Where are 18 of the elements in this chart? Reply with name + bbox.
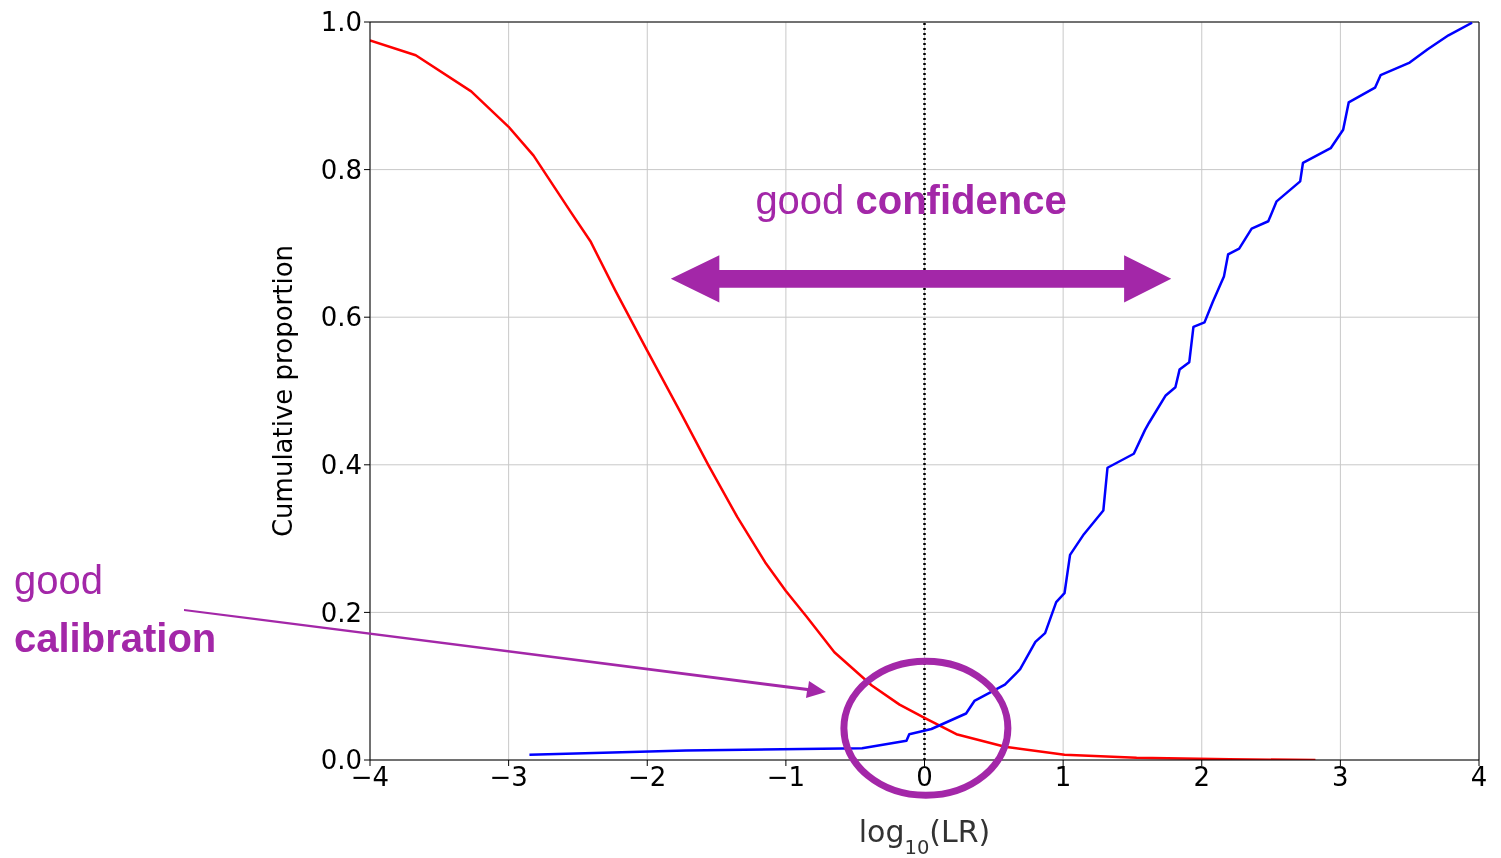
- x-tick-label: 1: [1054, 762, 1072, 793]
- y-tick-label: 0.4: [320, 450, 362, 481]
- y-tick-label: 1.0: [320, 7, 362, 38]
- y-axis-title: Cumulative proportion: [268, 244, 298, 538]
- y-tick-label: 0.8: [320, 154, 362, 185]
- x-tick-label: 0: [916, 762, 933, 793]
- x-tick-label: 3: [1332, 762, 1349, 793]
- x-tick-label: −3: [489, 762, 528, 793]
- text: good calibration: [14, 558, 217, 660]
- x-tick-label: −1: [766, 762, 806, 793]
- x-tick-label: 4: [1470, 762, 1488, 793]
- x-tick-label: −2: [628, 762, 667, 793]
- annotation: good confidence: [755, 177, 1067, 222]
- line-series: [528, 22, 1474, 757]
- x-axis-title: log$_{10}$(LR): [858, 814, 991, 858]
- y-tick-label: 0.6: [320, 302, 362, 333]
- x-tick-label: 2: [1193, 762, 1211, 793]
- y-tick-label: 0.2: [320, 597, 362, 628]
